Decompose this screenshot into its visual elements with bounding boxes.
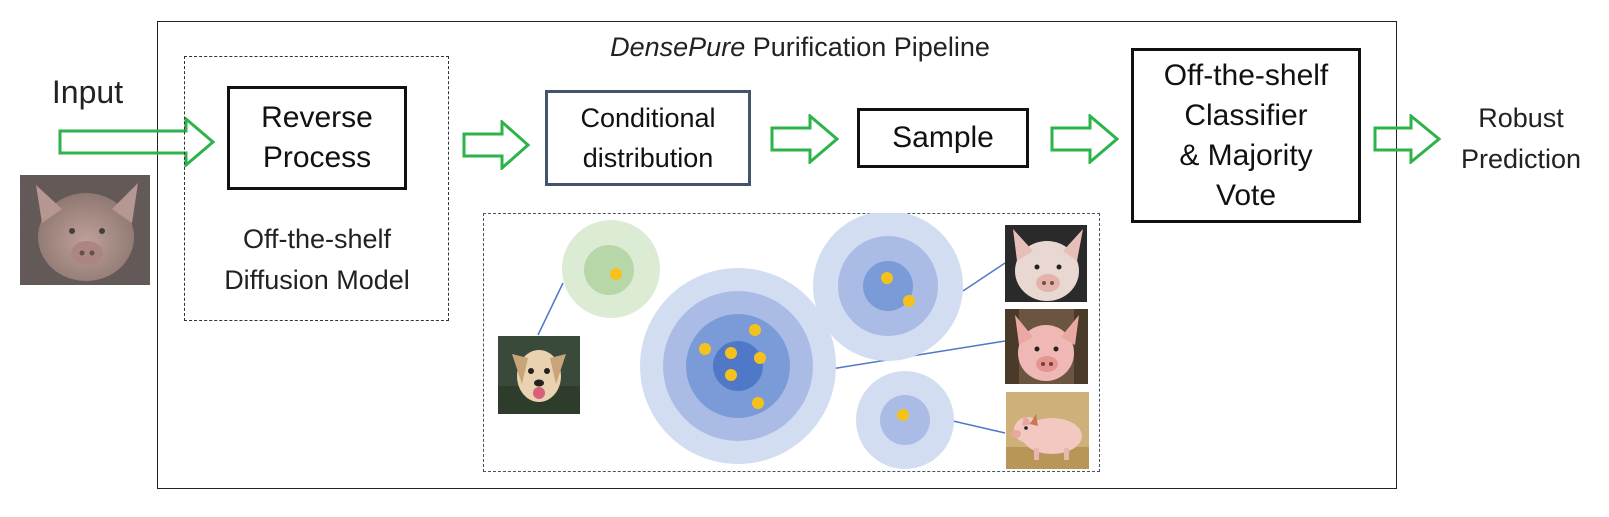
dog-connector-line bbox=[537, 282, 564, 336]
distribution-illustration-group bbox=[483, 213, 1100, 472]
distribution-illustration bbox=[537, 213, 1006, 469]
diffusion-model-caption: Off-the-shelf Diffusion Model bbox=[187, 219, 447, 301]
arrow-sample-to-classifier bbox=[1050, 114, 1120, 164]
sample-dot bbox=[903, 295, 915, 307]
sample-dot bbox=[897, 409, 909, 421]
reverse-process-box: Reverse Process bbox=[227, 86, 407, 190]
pig-photo-icon bbox=[1005, 309, 1088, 384]
title-rest: Purification Pipeline bbox=[745, 32, 990, 62]
pig-photo-icon bbox=[1005, 225, 1087, 302]
classifier-line-4: Vote bbox=[1215, 178, 1277, 212]
conditional-line-1: Conditional bbox=[580, 103, 716, 133]
sample-box: Sample bbox=[857, 108, 1029, 168]
pig-mode-upper-core bbox=[863, 261, 913, 311]
pig1-connector-line bbox=[962, 262, 1006, 292]
diffusion-model-group bbox=[184, 56, 449, 321]
arrow-diffusion-to-conditional bbox=[462, 120, 531, 170]
pig2-connector-line bbox=[830, 340, 1006, 370]
dog-photo-icon bbox=[498, 336, 580, 414]
robust-prediction-label: Robust Prediction bbox=[1446, 98, 1596, 180]
pig3-connector-line bbox=[952, 420, 1006, 434]
classifier-line-1: Off-the-shelf bbox=[1163, 58, 1329, 92]
title-italic: DensePure bbox=[610, 32, 746, 62]
sample-dot bbox=[610, 268, 622, 280]
sample-dot bbox=[725, 369, 737, 381]
sample-dot bbox=[752, 397, 764, 409]
arrow-classifier-to-output bbox=[1373, 114, 1442, 164]
pipeline-title: DensePure Purification Pipeline bbox=[560, 32, 1040, 63]
conditional-line-2: distribution bbox=[582, 143, 714, 173]
pig-mode-main-core bbox=[713, 341, 763, 391]
output-line-2: Prediction bbox=[1460, 144, 1582, 174]
sample-dot bbox=[749, 324, 761, 336]
sample-dot bbox=[881, 272, 893, 284]
arrow-conditional-to-sample bbox=[770, 114, 840, 164]
arrow-input-to-reverse bbox=[58, 117, 216, 167]
classifier-line-3: & Majority bbox=[1179, 138, 1313, 172]
conditional-distribution-box: Conditional distribution bbox=[545, 90, 751, 186]
dog-mode-inner bbox=[584, 245, 634, 295]
diffusion-caption-line-2: Diffusion Model bbox=[224, 265, 410, 295]
piglet-photo-icon bbox=[1006, 392, 1089, 469]
sample-dot bbox=[754, 352, 766, 364]
classifier-line-2: Classifier bbox=[1184, 98, 1308, 132]
reverse-process-line-1: Reverse bbox=[261, 101, 373, 134]
diffusion-caption-line-1: Off-the-shelf bbox=[242, 224, 392, 254]
input-label: Input bbox=[51, 74, 124, 110]
pipeline-frame bbox=[157, 21, 1397, 489]
sample-dot bbox=[699, 343, 711, 355]
classifier-majority-vote-box: Off-the-shelf Classifier & Majority Vote bbox=[1131, 48, 1361, 223]
sample-label: Sample bbox=[892, 121, 994, 154]
output-line-1: Robust bbox=[1478, 103, 1564, 133]
reverse-process-line-2: Process bbox=[262, 141, 372, 174]
sample-dot bbox=[725, 347, 737, 359]
noisy-pig-photo-icon bbox=[20, 175, 150, 285]
